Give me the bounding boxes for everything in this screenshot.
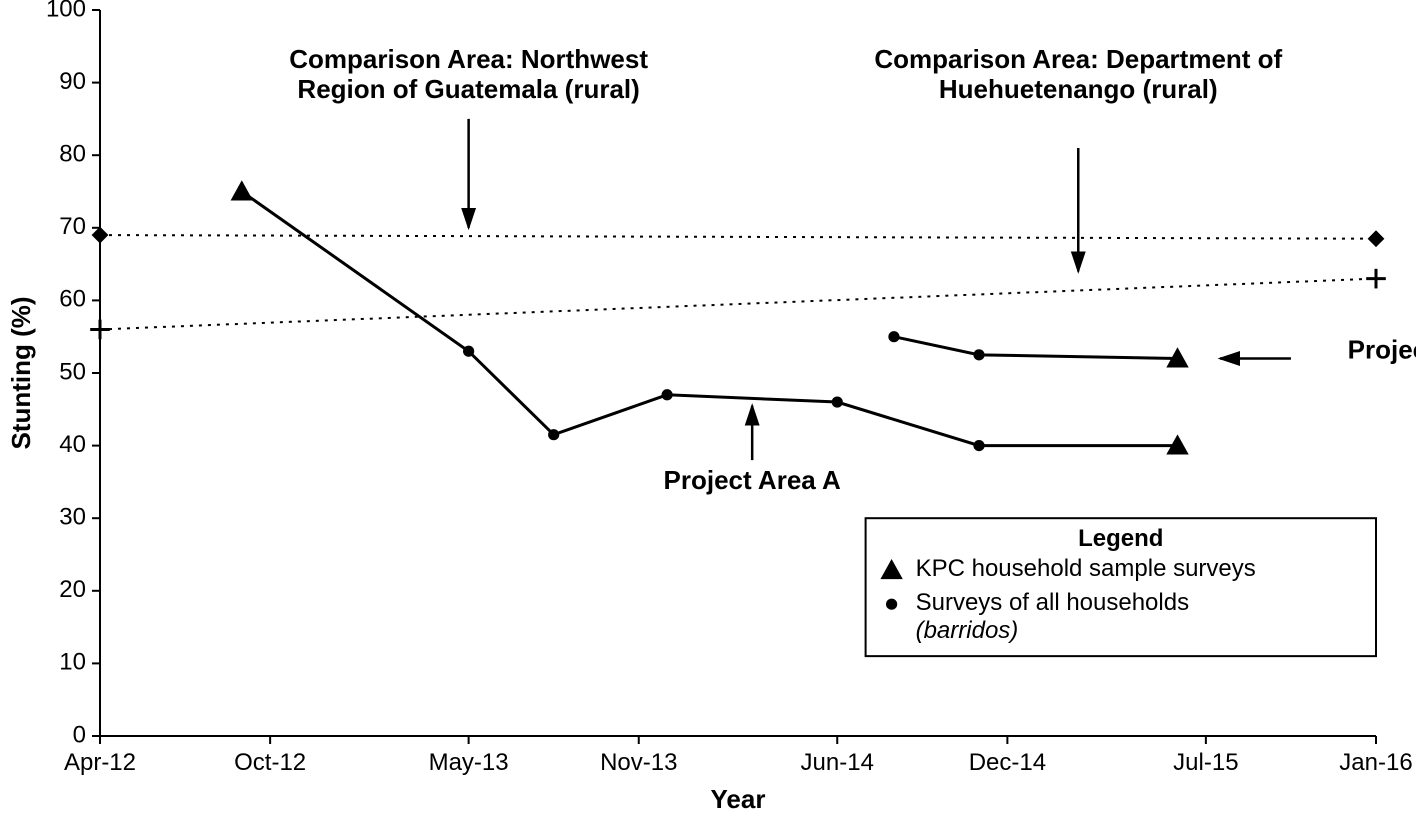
y-tick-label: 50 [59, 358, 86, 385]
x-axis-label: Year [711, 784, 766, 814]
x-tick-label: Dec-14 [969, 749, 1046, 776]
y-tick-label: 30 [59, 504, 86, 531]
y-tick-label: 80 [59, 141, 86, 168]
series-line [242, 192, 1178, 446]
series-line [100, 279, 1376, 330]
x-tick-label: Apr-12 [64, 749, 136, 776]
annot-hh: Comparison Area: Department of [874, 44, 1282, 74]
y-tick-label: 60 [59, 286, 86, 313]
series-line [100, 235, 1376, 239]
x-tick-label: Jul-15 [1173, 749, 1238, 776]
annot-hh: Huehuetenango (rural) [939, 74, 1218, 104]
y-tick-label: 70 [59, 213, 86, 240]
x-tick-label: Jan-16 [1339, 749, 1412, 776]
annot-nw: Comparison Area: Northwest [289, 44, 648, 74]
y-tick-label: 90 [59, 68, 86, 95]
y-axis-label: Stunting (%) [6, 296, 36, 449]
annot-nw: Region of Guatemala (rural) [297, 74, 639, 104]
y-tick-label: 40 [59, 431, 86, 458]
y-tick-label: 0 [73, 721, 86, 748]
legend-item-label: KPC household sample surveys [916, 555, 1256, 582]
stunting-chart: 0 10 20 30 40 50 60 70 80 90 100 Apr-12 Oct-12 May-13… [0, 0, 1416, 826]
series-line [894, 337, 1178, 359]
x-tick-label: Nov-13 [600, 749, 677, 776]
legend-item-label: (barridos) [916, 617, 1019, 644]
legend: Legend KPC household sample surveys Survey… [866, 518, 1376, 656]
legend-item-label: Surveys of all households [916, 589, 1190, 616]
annot-area-a: Project Area A [664, 465, 841, 495]
annot-area-b: Project Area B [1348, 334, 1416, 364]
x-tick-label: May-13 [429, 749, 509, 776]
legend-title: Legend [1078, 525, 1163, 552]
y-tick-label: 10 [59, 649, 86, 676]
y-tick-label: 100 [46, 0, 86, 22]
y-tick-label: 20 [59, 576, 86, 603]
x-tick-label: Oct-12 [234, 749, 306, 776]
x-tick-label: Jun-14 [801, 749, 874, 776]
